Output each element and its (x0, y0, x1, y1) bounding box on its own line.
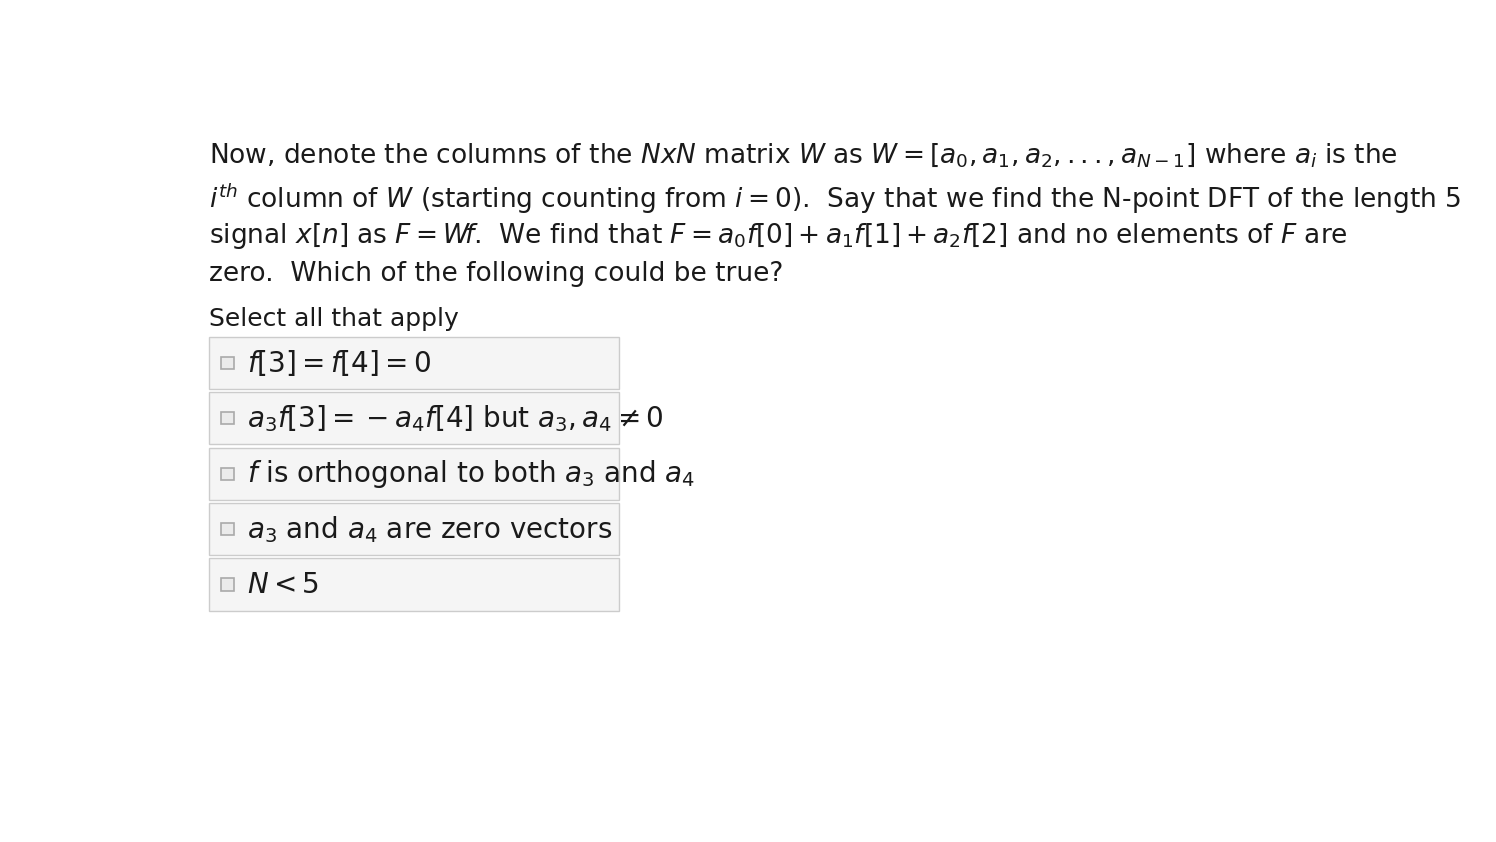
FancyBboxPatch shape (221, 578, 233, 591)
Text: $a_3$ and $a_4$ are zero vectors: $a_3$ and $a_4$ are zero vectors (247, 514, 613, 545)
FancyBboxPatch shape (209, 448, 619, 500)
FancyBboxPatch shape (209, 337, 619, 389)
Text: Now, denote the columns of the $\mathit{NxN}$ matrix $\mathit{W}$ as $\mathit{W}: Now, denote the columns of the $\mathit{… (209, 141, 1397, 169)
Text: signal $x[n]$ as $\mathit{F} = \mathit{W}\!f$.  We find that $\mathit{F} = a_0 f: signal $x[n]$ as $\mathit{F} = \mathit{W… (209, 221, 1348, 251)
FancyBboxPatch shape (209, 558, 619, 610)
FancyBboxPatch shape (221, 412, 233, 424)
FancyBboxPatch shape (209, 503, 619, 556)
Text: $f$ is orthogonal to both $a_3$ and $a_4$: $f$ is orthogonal to both $a_3$ and $a_4… (247, 458, 696, 490)
Text: $a_3 f[3] = -a_4 f[4]$ but $a_3, a_4 \neq 0$: $a_3 f[3] = -a_4 f[4]$ but $a_3, a_4 \ne… (247, 402, 664, 434)
FancyBboxPatch shape (221, 467, 233, 480)
Text: $N < 5$: $N < 5$ (247, 571, 320, 599)
FancyBboxPatch shape (209, 392, 619, 445)
FancyBboxPatch shape (221, 357, 233, 369)
Text: Select all that apply: Select all that apply (209, 307, 458, 332)
Text: zero.  Which of the following could be true?: zero. Which of the following could be tr… (209, 261, 782, 287)
Text: $f[3] = f[4] = 0$: $f[3] = f[4] = 0$ (247, 348, 432, 378)
FancyBboxPatch shape (221, 523, 233, 536)
Text: $i^{th}$ column of $\mathit{W}$ (starting counting from $i = 0$).  Say that we f: $i^{th}$ column of $\mathit{W}$ (startin… (209, 181, 1462, 216)
